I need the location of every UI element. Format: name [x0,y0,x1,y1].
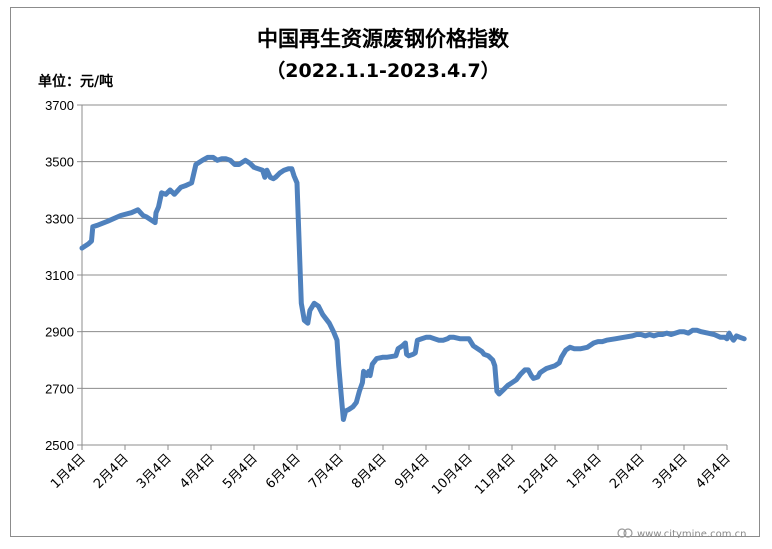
y-tick-label: 3500 [45,155,74,170]
x-tick-label: 2月4日 [91,451,132,492]
x-tick-label: 12月4日 [515,451,562,498]
line-chart: 中国再生资源废钢价格指数 （2022.1.1-2023.4.7） 单位：元/吨 … [38,27,747,538]
x-tick-label: 4月4日 [177,451,218,492]
x-tick-label: 1月4日 [48,451,89,492]
y-tick-label: 2900 [45,325,74,340]
x-tick-label: 5月4日 [220,451,261,492]
series-layer [79,154,747,422]
y-tick-label: 3700 [45,98,74,113]
x-tick-label: 3月4日 [650,451,691,492]
y-tick-label: 2700 [45,381,74,396]
chart-title: 中国再生资源废钢价格指数 [257,27,510,51]
svg-text:www.citymine.com.cn: www.citymine.com.cn [637,529,746,538]
gridlines [77,104,727,446]
y-tick-label: 3100 [45,268,74,283]
x-tick-label: 11月4日 [472,451,519,498]
x-tick-label: 3月4日 [134,451,175,492]
x-axis-ticks: 1月4日 2月4日 3月4日 4月4日 5月4日 6月4日 7月4日 8月4日 9月4日10月4… [48,445,734,498]
y-tick-label: 3300 [45,211,74,226]
x-tick-label: 1月4日 [564,451,605,492]
x-tick-label: 7月4日 [306,451,347,492]
x-tick-label: 6月4日 [263,451,304,492]
series-line-0 [79,154,747,422]
unit-label: 单位：元/吨 [38,73,113,90]
y-tick-label: 2500 [45,438,74,453]
chart-frame: 中国再生资源废钢价格指数 （2022.1.1-2023.4.7） 单位：元/吨 … [10,7,760,538]
x-tick-label: 4月4日 [693,451,734,492]
x-tick-label: 9月4日 [392,451,433,492]
y-axis-ticks: 2500 2700 2900 3100 3300 3500 3700 [45,98,74,453]
chart-subtitle: （2022.1.1-2023.4.7） [266,59,499,82]
x-tick-label: 10月4日 [429,451,476,498]
watermark: www.citymine.com.cn [617,528,746,538]
x-tick-label: 2月4日 [607,451,648,492]
x-tick-label: 8月4日 [349,451,390,492]
